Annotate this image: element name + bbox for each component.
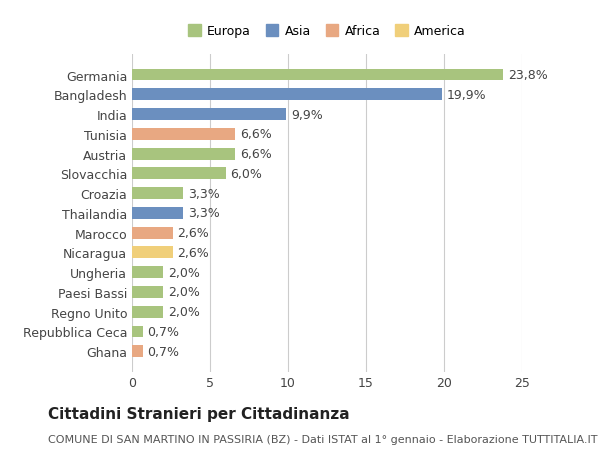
Text: 6,6%: 6,6% [239,148,271,161]
Text: 23,8%: 23,8% [508,69,548,82]
Bar [132,188,184,200]
Bar [132,306,163,318]
Text: 6,0%: 6,0% [230,168,262,180]
Text: 2,0%: 2,0% [168,306,200,319]
Bar [132,326,143,338]
Text: 0,7%: 0,7% [148,325,179,338]
Text: 19,9%: 19,9% [447,89,487,101]
Bar [132,346,143,358]
Text: 9,9%: 9,9% [291,108,323,121]
Bar [132,168,226,180]
Text: 6,6%: 6,6% [239,128,271,141]
Text: 2,0%: 2,0% [168,266,200,279]
Bar [132,227,173,239]
Bar [132,129,235,140]
Text: 3,3%: 3,3% [188,207,220,220]
Text: COMUNE DI SAN MARTINO IN PASSIRIA (BZ) - Dati ISTAT al 1° gennaio - Elaborazione: COMUNE DI SAN MARTINO IN PASSIRIA (BZ) -… [48,434,598,444]
Text: 0,7%: 0,7% [148,345,179,358]
Text: 2,6%: 2,6% [177,227,209,240]
Bar [132,207,184,219]
Bar [132,286,163,298]
Bar [132,247,173,259]
Text: 2,0%: 2,0% [168,286,200,299]
Bar [132,69,503,81]
Text: 3,3%: 3,3% [188,187,220,200]
Bar [132,109,286,121]
Legend: Europa, Asia, Africa, America: Europa, Asia, Africa, America [183,20,471,43]
Text: 2,6%: 2,6% [177,246,209,259]
Bar [132,89,442,101]
Text: Cittadini Stranieri per Cittadinanza: Cittadini Stranieri per Cittadinanza [48,406,350,421]
Bar [132,148,235,160]
Bar [132,267,163,279]
